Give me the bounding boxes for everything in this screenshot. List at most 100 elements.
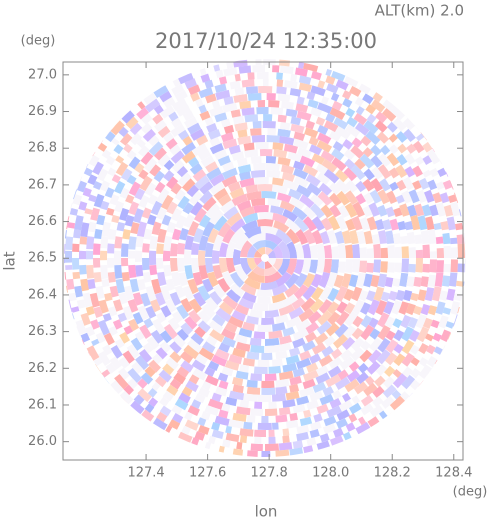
field-cell [272,142,284,151]
field-cell [355,180,367,193]
field-cell [346,116,358,128]
field-cell [235,341,251,352]
field-cell [250,408,263,416]
field-cell [317,310,333,326]
field-cell [119,331,130,344]
field-cell [80,278,89,292]
field-cell [239,206,255,218]
field-cell [360,340,371,351]
field-cell [114,374,129,390]
field-cell [217,155,231,167]
field-cell [200,411,211,421]
field-cell [294,242,304,258]
field-cell [422,244,430,258]
field-cell [457,263,465,273]
field-cell [232,115,245,125]
field-cell [184,78,197,89]
field-cell [357,362,369,374]
field-cell [337,369,349,381]
field-cell [272,184,288,195]
field-cell [177,242,186,255]
field-cell [410,292,419,302]
field-cell [406,231,416,245]
field-cell [199,110,211,121]
field-cell [142,272,152,283]
field-cell [400,314,412,329]
field-cell [275,449,290,457]
field-cell [374,120,388,133]
field-cell [243,212,259,224]
field-cell [198,265,209,280]
field-cell [339,399,353,412]
field-cell [304,127,319,139]
field-cell [439,290,448,301]
field-cell [111,174,121,184]
field-cell [101,278,110,288]
field-cell [449,177,460,190]
field-cell [291,297,306,310]
field-cell [232,384,244,394]
field-cell [197,310,211,324]
field-cell [346,369,361,383]
field-cell [376,131,390,144]
field-cell [278,342,292,352]
field-cell [278,407,291,416]
field-cell [228,354,243,365]
field-cell [123,325,133,335]
field-cell [105,131,116,143]
field-cell [367,299,380,316]
field-cell [323,120,339,133]
field-cell [126,174,137,185]
field-cell [327,287,340,302]
field-cell [377,164,392,180]
field-cell [345,244,354,258]
field-cell [370,155,383,168]
field-cell [237,59,245,60]
field-cell [78,201,88,211]
field-cell [435,236,444,244]
field-cell [105,362,117,374]
field-cell [206,123,218,133]
field-cell [319,285,333,302]
field-cell [115,161,129,176]
field-cell [109,356,122,370]
field-cell [389,395,405,411]
field-cell [115,155,125,164]
field-cell [296,184,312,198]
field-cell [268,429,275,437]
field-cell [320,217,333,231]
field-cell [345,107,356,118]
field-cell [125,116,139,130]
field-cell [310,85,326,97]
field-cell [169,351,182,364]
field-cell [418,357,429,367]
field-cell [406,143,417,154]
field-cell [151,278,162,295]
altitude-label: ALT(km) 2.0 [375,2,464,20]
field-cell [302,285,317,301]
field-cell [363,273,373,288]
field-cell [64,258,66,264]
field-cell [276,86,287,95]
field-cell [153,104,164,115]
field-cell [420,303,431,316]
field-cell [83,167,93,177]
field-cell [265,309,280,319]
field-cell [330,92,340,102]
field-cell [277,128,291,138]
y-unit: (deg) [21,34,56,49]
field-cell [111,137,120,146]
field-cell [322,423,337,434]
field-cell [294,272,308,288]
field-cell [450,247,458,258]
field-cell [328,365,342,378]
field-cell [188,156,200,168]
field-cell [163,96,176,109]
field-cell [80,312,91,326]
field-cell [242,357,255,367]
field-cell [257,100,265,108]
field-cell [114,200,125,213]
field-cell [258,211,273,220]
field-cell [323,258,332,274]
field-cell [114,180,126,194]
